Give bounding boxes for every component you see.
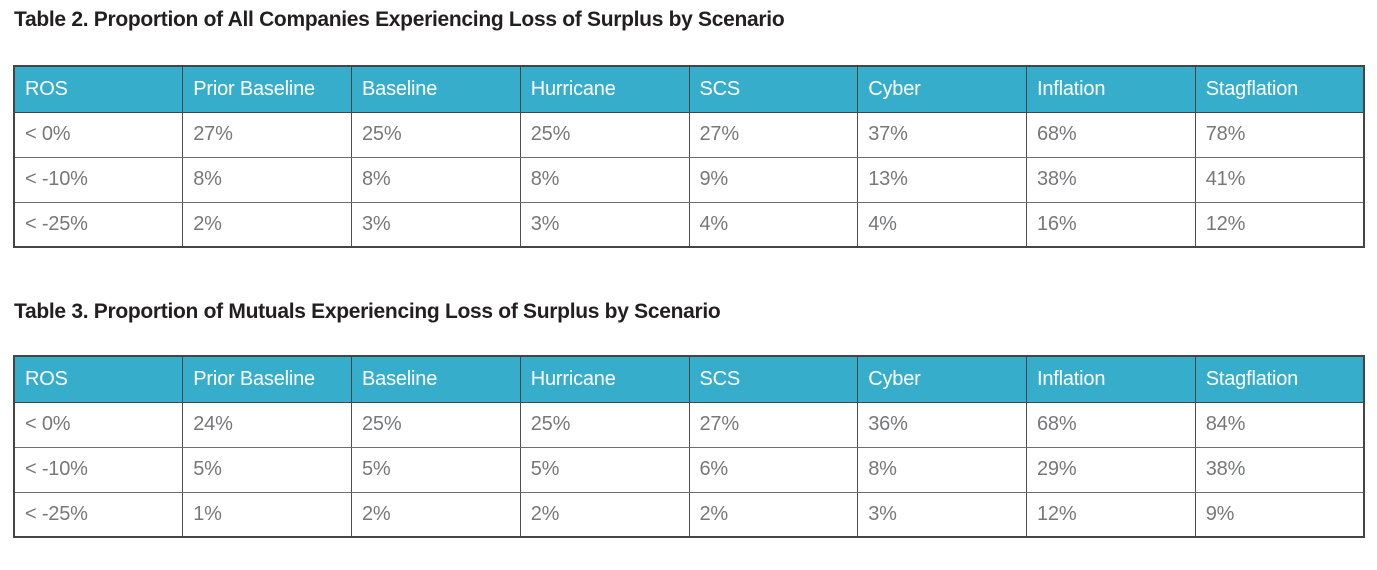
table-3-surplus-loss-mutuals: ROS Prior Baseline Baseline Hurricane SCS Cyb… [13,355,1365,538]
value-cell: 8% [519,156,690,203]
value-cell: 68% [1026,111,1196,158]
row-label-cell: < -10% [13,446,184,493]
value-cell: 25% [519,401,690,448]
column-header-cell: Cyber [857,65,1027,113]
value-cell: 5% [351,446,521,493]
value-cell: 24% [182,401,352,448]
value-cell: 27% [182,111,352,158]
value-cell: 3% [857,491,1027,538]
column-header-cell: Stagflation [1194,65,1365,113]
row-label-cell: < -10% [13,156,184,203]
column-header-cell: Baseline [351,65,521,113]
value-cell: 4% [857,201,1027,248]
table-row: < 0% 24% 25% 25% 27% 36% 68% 84% [13,401,1365,448]
column-header-cell: Hurricane [519,355,690,403]
column-header-cell: ROS [13,355,184,403]
value-cell: 25% [351,111,521,158]
header-row: ROS Prior Baseline Baseline Hurricane SCS Cyb… [13,65,1365,113]
value-cell: 5% [519,446,690,493]
row-label-cell: < 0% [13,111,184,158]
value-cell: 36% [857,401,1027,448]
table-3-section: Table 3. Proportion of Mutuals Experienc… [13,299,1365,538]
column-header-cell: Hurricane [519,65,690,113]
value-cell: 3% [519,201,690,248]
value-cell: 37% [857,111,1027,158]
table-row: < -25% 2% 3% 3% 4% 4% 16% 12% [13,201,1365,248]
column-header-cell: Baseline [351,355,521,403]
header-row: ROS Prior Baseline Baseline Hurricane SCS Cyb… [13,355,1365,403]
value-cell: 2% [351,491,521,538]
value-cell: 2% [688,491,859,538]
value-cell: 2% [519,491,690,538]
value-cell: 12% [1026,491,1196,538]
value-cell: 16% [1026,201,1196,248]
column-header-cell: SCS [688,355,859,403]
value-cell: 8% [351,156,521,203]
column-header-cell: Prior Baseline [182,65,352,113]
column-header-cell: SCS [688,65,859,113]
value-cell: 13% [857,156,1027,203]
row-label-cell: < 0% [13,401,184,448]
value-cell: 38% [1194,446,1365,493]
column-header-cell: Inflation [1026,65,1196,113]
value-cell: 6% [688,446,859,493]
value-cell: 78% [1194,111,1365,158]
value-cell: 41% [1194,156,1365,203]
value-cell: 25% [351,401,521,448]
column-header-cell: Cyber [857,355,1027,403]
value-cell: 27% [688,111,859,158]
value-cell: 1% [182,491,352,538]
column-header-cell: Inflation [1026,355,1196,403]
value-cell: 84% [1194,401,1365,448]
value-cell: 9% [688,156,859,203]
table-2-section: Table 2. Proportion of All Companies Exp… [13,7,1365,248]
value-cell: 29% [1026,446,1196,493]
column-header-cell: Prior Baseline [182,355,352,403]
value-cell: 3% [351,201,521,248]
value-cell: 25% [519,111,690,158]
column-header-cell: ROS [13,65,184,113]
value-cell: 2% [182,201,352,248]
table-row: < -10% 8% 8% 8% 9% 13% 38% 41% [13,156,1365,203]
row-label-cell: < -25% [13,201,184,248]
table-row: < -10% 5% 5% 5% 6% 8% 29% 38% [13,446,1365,493]
row-label-cell: < -25% [13,491,184,538]
value-cell: 38% [1026,156,1196,203]
value-cell: 68% [1026,401,1196,448]
value-cell: 4% [688,201,859,248]
table-2-surplus-loss-all-companies: ROS Prior Baseline Baseline Hurricane SCS Cyb… [13,65,1365,248]
value-cell: 8% [182,156,352,203]
column-header-cell: Stagflation [1194,355,1365,403]
value-cell: 12% [1194,201,1365,248]
value-cell: 9% [1194,491,1365,538]
value-cell: 27% [688,401,859,448]
value-cell: 5% [182,446,352,493]
table-row: < 0% 27% 25% 25% 27% 37% 68% 78% [13,111,1365,158]
table-row: < -25% 1% 2% 2% 2% 3% 12% 9% [13,491,1365,538]
value-cell: 8% [857,446,1027,493]
table-3-title: Table 3. Proportion of Mutuals Experienc… [14,300,721,323]
table-2-title: Table 2. Proportion of All Companies Exp… [14,8,785,31]
